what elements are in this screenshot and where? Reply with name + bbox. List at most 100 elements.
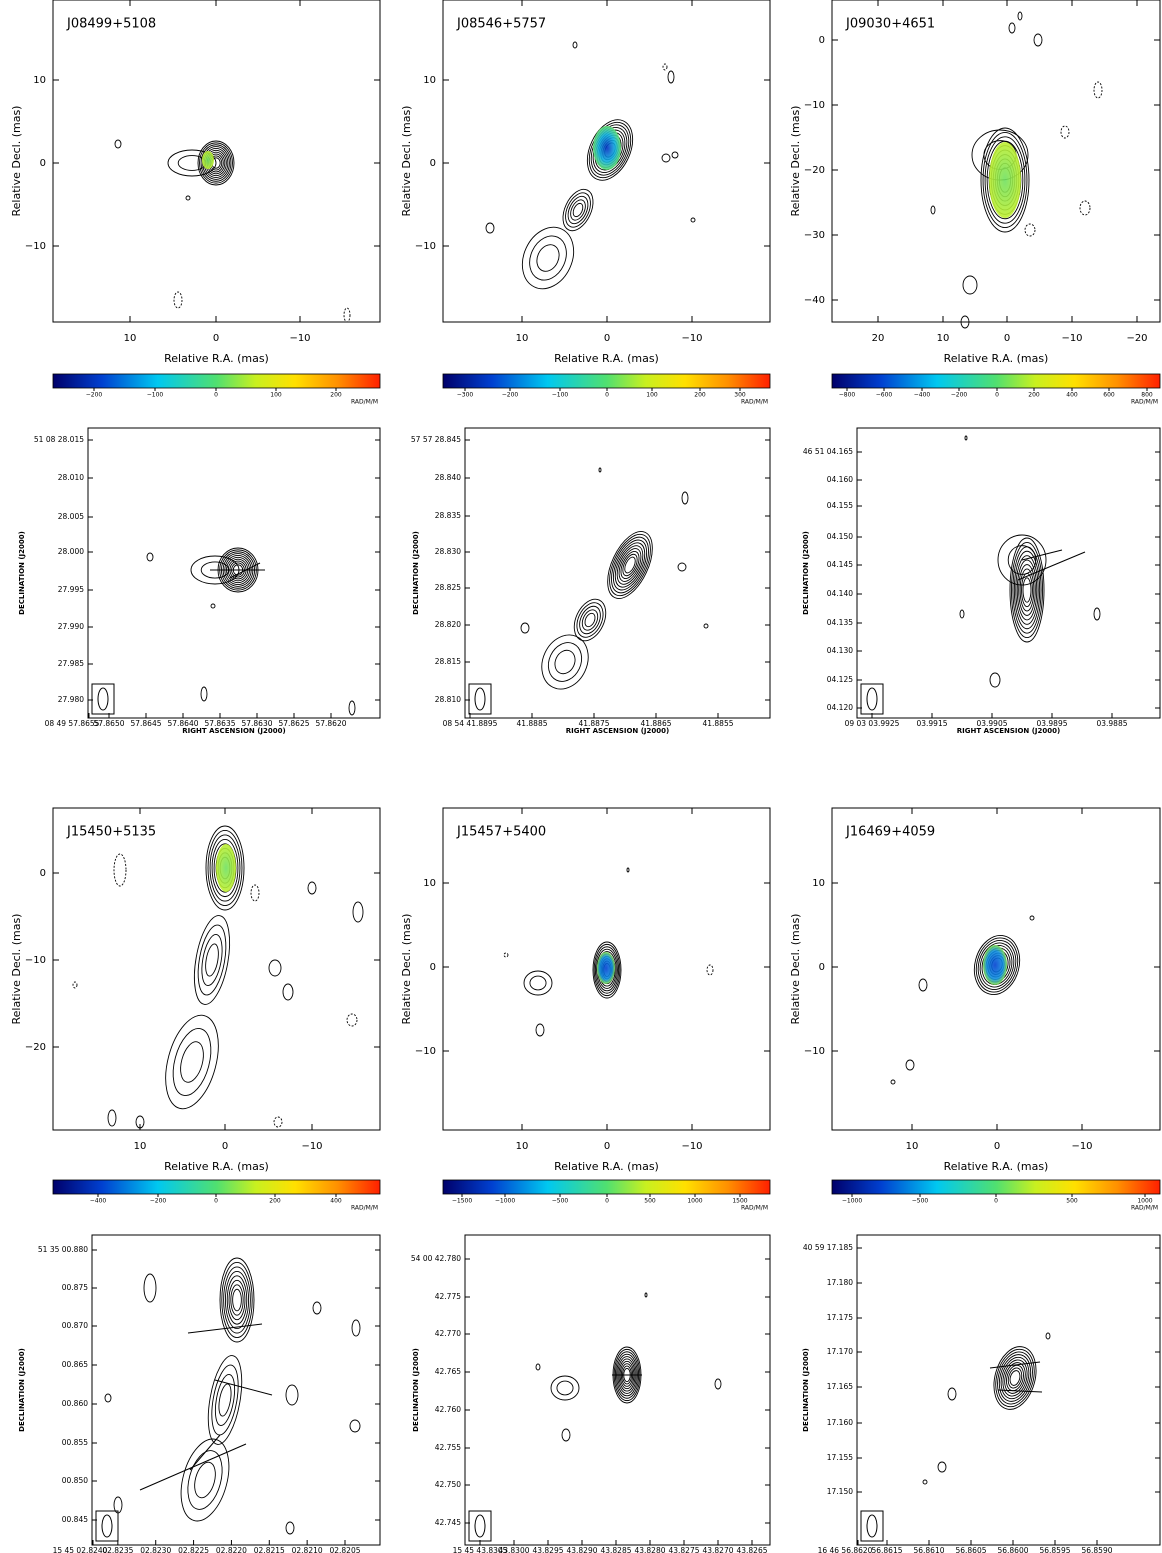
contour — [346, 1013, 358, 1027]
contour — [703, 623, 709, 629]
contour — [973, 935, 1021, 995]
contour — [211, 1364, 239, 1436]
beam — [101, 1514, 113, 1538]
contour — [536, 244, 560, 272]
contour — [592, 941, 622, 999]
colorbar-tick-label: 0 — [994, 1198, 998, 1205]
y-tick-label: 42.750 — [435, 1480, 461, 1489]
contour — [223, 1266, 251, 1334]
x-tick-label: −10 — [1061, 333, 1082, 344]
colorbar-tick-label: −1500 — [452, 1198, 472, 1205]
y-tick-label: 0 — [40, 158, 46, 169]
plot-frame — [52, 0, 381, 323]
colorbar-unit: RAD/M/M — [741, 1205, 768, 1212]
colorbar — [442, 1179, 771, 1195]
x-tick-label: 15 45 02.8240 — [53, 1546, 108, 1553]
x-tick-label: 43.8265 — [736, 1546, 767, 1553]
contour — [1009, 537, 1045, 643]
x-tick-label: 02.8235 — [102, 1546, 133, 1553]
contour — [1029, 915, 1035, 921]
x-tick-label: 56.8595 — [1039, 1546, 1070, 1553]
map-panel — [87, 427, 381, 719]
contour — [307, 881, 317, 895]
x-tick-label: 0 — [222, 1141, 228, 1152]
contour — [180, 1041, 204, 1083]
contour — [224, 1270, 250, 1330]
contour — [1093, 81, 1103, 99]
y-tick-label: −10 — [25, 955, 46, 966]
y-tick-label: 10 — [423, 75, 436, 86]
plot-frame — [52, 807, 381, 1131]
y-axis-label: DECLINATION (J2000) — [802, 531, 810, 615]
colorbar-tick-label: −200 — [150, 1198, 167, 1205]
colorbar-tick-label: 1000 — [1137, 1198, 1152, 1205]
x-axis-label: Relative R.A. (mas) — [164, 352, 269, 365]
x-tick-label: 41.8885 — [516, 719, 547, 728]
y-axis-label: Relative Decl. (mas) — [10, 106, 23, 217]
contour — [1002, 1359, 1028, 1397]
contour — [596, 948, 618, 992]
y-tick-label: 04.150 — [827, 532, 853, 541]
contour — [165, 1014, 219, 1110]
y-tick-label: 28.840 — [435, 473, 461, 482]
x-axis-label: Relative R.A. (mas) — [944, 1160, 1049, 1173]
y-axis-label: Relative Decl. (mas) — [789, 914, 802, 1025]
contour — [185, 195, 191, 201]
contour — [661, 153, 671, 163]
y-axis-label: DECLINATION (J2000) — [18, 1348, 26, 1432]
x-tick-label: 57.8630 — [241, 719, 272, 728]
colorbar-unit: RAD/M/M — [1131, 399, 1158, 406]
x-tick-label: 43.8300 — [498, 1546, 529, 1553]
contour — [282, 983, 294, 1001]
contour — [922, 1479, 928, 1485]
y-tick-label: 51 08 28.015 — [34, 435, 84, 444]
x-tick-label: 43.8285 — [600, 1546, 631, 1553]
contour — [984, 136, 1026, 224]
map-panel — [856, 1234, 1161, 1546]
contour — [622, 553, 638, 577]
x-tick-label: 57.8645 — [130, 719, 161, 728]
y-tick-label: 28.005 — [58, 512, 84, 521]
contour — [644, 1292, 648, 1298]
y-tick-label: 00.860 — [62, 1399, 88, 1408]
contour — [624, 556, 636, 574]
x-tick-label: 43.8280 — [634, 1546, 665, 1553]
x-tick-label: 02.8210 — [292, 1546, 323, 1553]
contour — [598, 467, 602, 473]
y-tick-label: 00.875 — [62, 1283, 88, 1292]
x-tick-label: 02.8215 — [254, 1546, 285, 1553]
colorbar-tick-label: 500 — [1066, 1198, 1078, 1205]
contour — [594, 946, 620, 994]
x-tick-label: 09 03 03.9925 — [845, 719, 900, 728]
colorbar-tick-label: −400 — [914, 392, 931, 399]
contour — [1045, 1332, 1051, 1340]
colorbar-tick-label: −200 — [86, 392, 103, 399]
x-tick-label: 57.8620 — [315, 719, 346, 728]
colorbar-tick-label: 200 — [269, 1198, 281, 1205]
x-tick-label: 20 — [872, 333, 885, 344]
plot-frame — [87, 427, 381, 719]
x-tick-label: 08 49 57.8655 — [45, 719, 100, 728]
contour — [1008, 22, 1016, 34]
contour — [993, 1346, 1037, 1410]
y-tick-label: 10 — [33, 75, 46, 86]
y-tick-label: 27.990 — [58, 622, 84, 631]
contour — [1060, 125, 1070, 139]
x-tick-label: 56.8615 — [871, 1546, 902, 1553]
colorbar-tick-label: −100 — [147, 392, 164, 399]
contour — [579, 605, 601, 635]
contour — [199, 142, 233, 184]
y-tick-label: 00.855 — [62, 1438, 88, 1447]
colorbar-tick-label: 600 — [1103, 392, 1115, 399]
contour — [982, 131, 1028, 229]
contour — [521, 226, 575, 290]
y-tick-label: 00.870 — [62, 1321, 88, 1330]
contour — [1079, 200, 1091, 216]
contour — [588, 121, 632, 179]
y-tick-label: −10 — [415, 1046, 436, 1057]
contour — [570, 199, 586, 221]
panel — [52, 807, 381, 1131]
contour — [975, 937, 1019, 993]
contour — [200, 144, 232, 182]
y-tick-label: 27.995 — [58, 585, 84, 594]
